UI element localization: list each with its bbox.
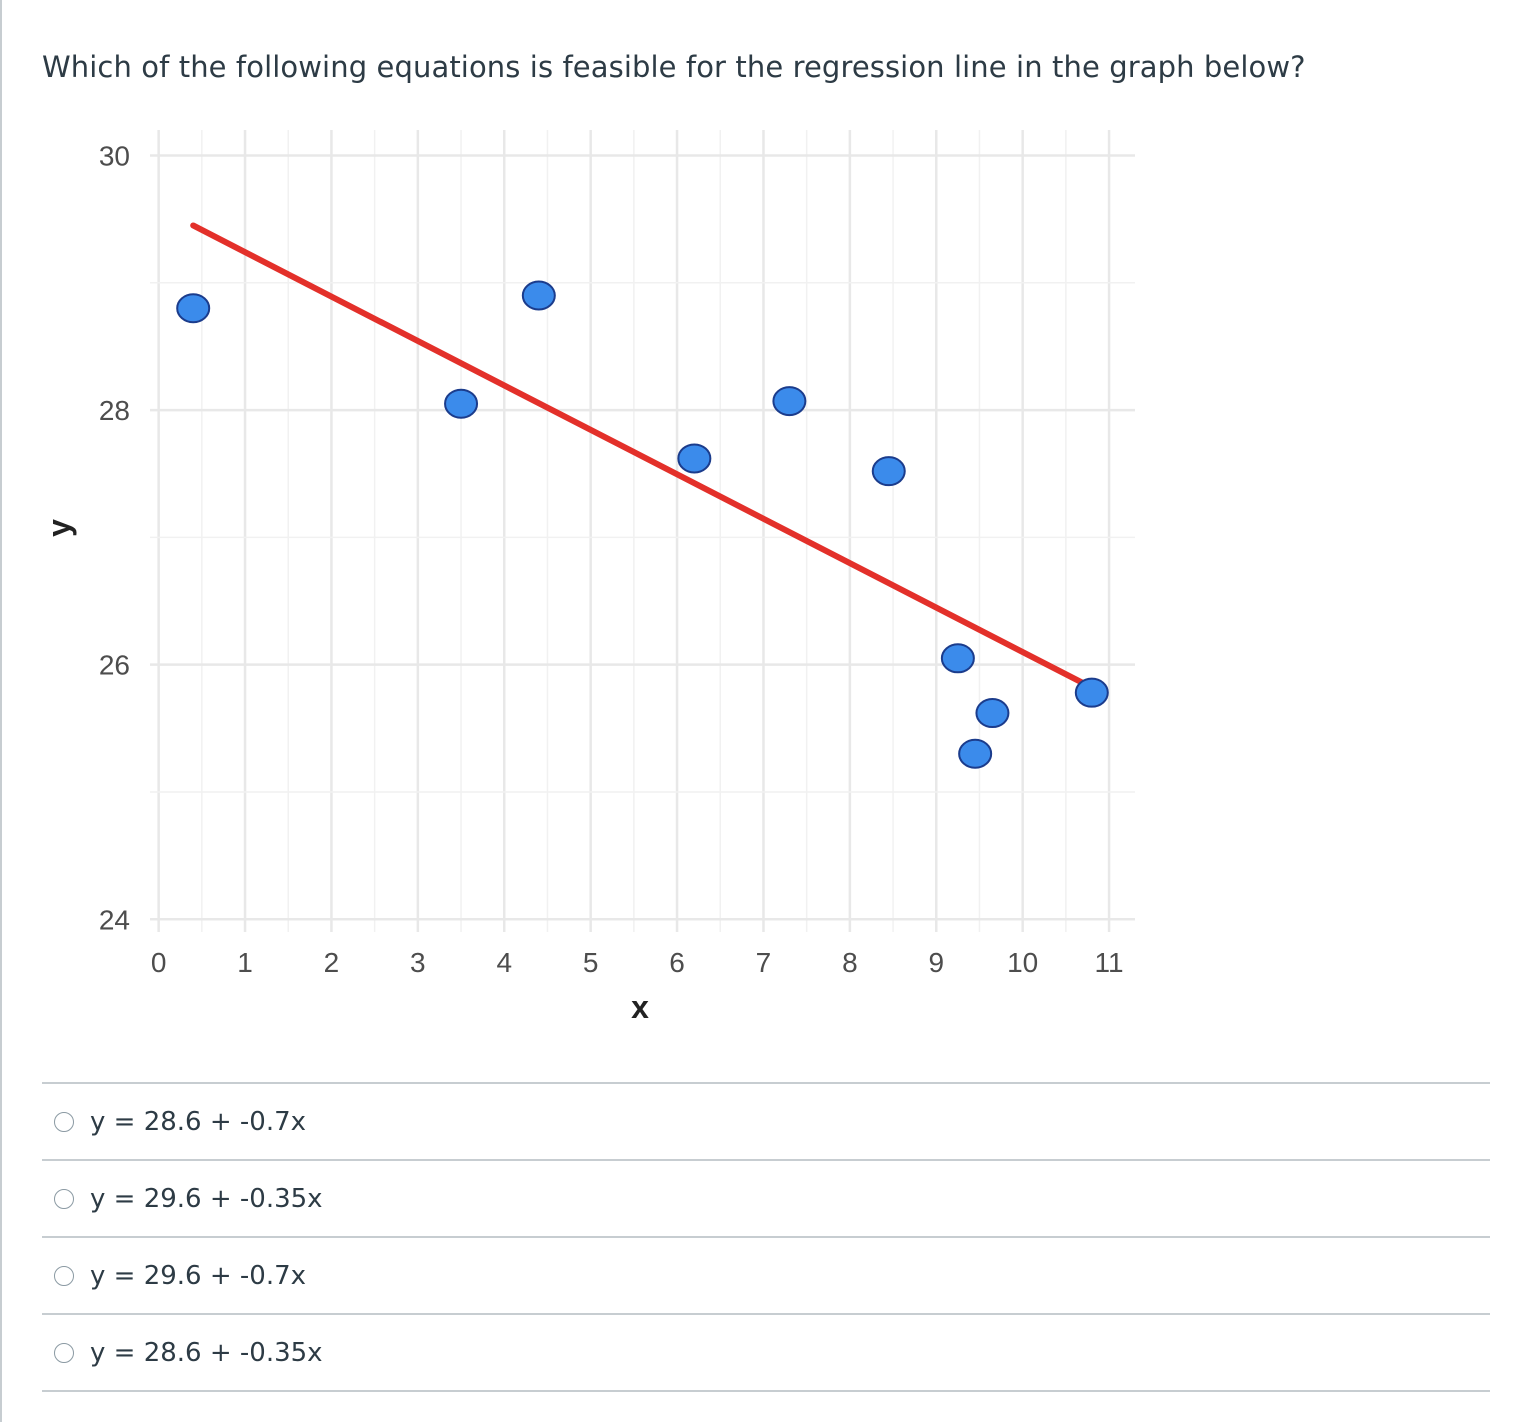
x-tick-label: 7	[756, 947, 772, 978]
data-point	[521, 280, 556, 311]
x-tick-label: 11	[1095, 947, 1124, 978]
data-point	[871, 456, 906, 487]
x-tick-label: 8	[842, 947, 858, 978]
page-left-border	[0, 0, 2, 1422]
y-tick-label: 24	[99, 904, 130, 935]
answer-option[interactable]: y = 28.6 + -0.7x	[42, 1082, 1490, 1159]
radio-button[interactable]	[54, 1111, 74, 1132]
x-tick-label: 5	[583, 947, 599, 978]
answer-option[interactable]: y = 29.6 + -0.35x	[42, 1159, 1490, 1236]
y-tick-label: 28	[99, 395, 130, 426]
axis-ticks: 0 1 2 3 4 5 6 7 8 9 10 11 24 26 28 30	[99, 140, 1124, 978]
answer-option[interactable]: y = 28.6 + -0.35x	[42, 1313, 1490, 1392]
question-text: Which of the following equations is feas…	[42, 50, 1306, 84]
regression-line	[190, 222, 1095, 691]
data-point	[772, 386, 807, 417]
data-point	[940, 643, 975, 674]
radio-button[interactable]	[54, 1188, 74, 1209]
x-tick-label: 1	[237, 947, 253, 978]
y-tick-label: 26	[99, 650, 130, 681]
answer-list: y = 28.6 + -0.7x y = 29.6 + -0.35x y = 2…	[42, 1082, 1490, 1392]
y-axis-label: y	[41, 519, 77, 537]
x-tick-label: 3	[410, 947, 426, 978]
x-tick-label: 9	[928, 947, 944, 978]
data-point	[677, 443, 712, 474]
regression-line-layer	[190, 222, 1095, 691]
grid	[150, 130, 1135, 932]
x-tick-label: 6	[669, 947, 685, 978]
radio-button[interactable]	[54, 1342, 74, 1363]
answer-option[interactable]: y = 29.6 + -0.7x	[42, 1236, 1490, 1313]
radio-button[interactable]	[54, 1265, 74, 1286]
answer-label: y = 29.6 + -0.35x	[90, 1183, 323, 1214]
x-axis-label: x	[631, 989, 649, 1025]
answer-label: y = 28.6 + -0.7x	[90, 1106, 307, 1137]
data-point	[975, 698, 1010, 729]
x-tick-label: 4	[496, 947, 512, 978]
answer-label: y = 28.6 + -0.35x	[90, 1337, 323, 1368]
scatter-plot: 0 1 2 3 4 5 6 7 8 9 10 11 24 26 28 30 x y	[41, 130, 1135, 1025]
data-point	[176, 293, 211, 324]
data-point	[958, 738, 993, 769]
x-tick-label: 0	[151, 947, 167, 978]
x-tick-label: 10	[1007, 947, 1038, 978]
answer-label: y = 29.6 + -0.7x	[90, 1260, 307, 1291]
y-tick-label: 30	[99, 140, 130, 171]
data-points	[176, 280, 1109, 769]
data-point	[444, 388, 479, 419]
x-tick-label: 2	[324, 947, 340, 978]
data-point	[1074, 677, 1109, 708]
